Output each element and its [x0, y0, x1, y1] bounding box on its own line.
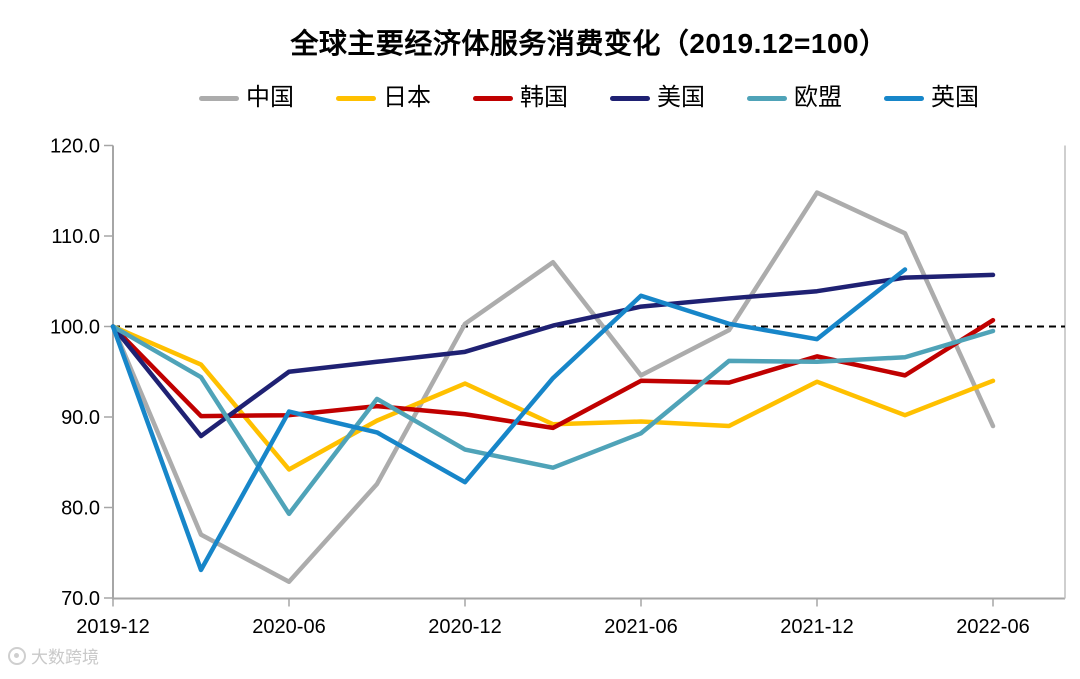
legend-swatch-eu [747, 95, 787, 101]
watermark-text: 大数跨境 [31, 648, 99, 667]
y-tick-label: 90.0 [61, 407, 100, 429]
legend-swatch-usa [610, 95, 650, 101]
watermark-logo-icon [8, 646, 26, 665]
series-line-uk [110, 267, 908, 573]
x-tick-label: 2021-12 [780, 616, 853, 638]
y-tick-label: 100.0 [50, 317, 100, 339]
legend-item-eu: 欧盟 [747, 86, 842, 110]
legend-item-china: 中国 [199, 86, 294, 110]
legend-item-usa: 美国 [610, 86, 705, 110]
x-tick-label: 2020-06 [252, 616, 325, 638]
y-tick-label: 80.0 [61, 498, 100, 520]
y-tick-label: 110.0 [51, 226, 100, 248]
y-tick-label: 70.0 [61, 588, 100, 610]
legend-label-china: 中国 [246, 84, 294, 111]
series-line-china [110, 190, 996, 584]
legend-swatch-uk [884, 95, 924, 101]
legend-item-uk: 英国 [884, 86, 979, 110]
legend-item-korea: 韩国 [473, 86, 568, 110]
legend-swatch-japan [336, 95, 376, 101]
series-line-japan [110, 324, 996, 472]
x-tick-label: 2021-06 [604, 616, 677, 638]
y-tick-label: 120.0 [50, 136, 100, 158]
watermark: 大数跨境 [8, 643, 99, 668]
x-tick-label: 2020-12 [428, 616, 501, 638]
legend-item-japan: 日本 [336, 86, 431, 110]
x-tick-label: 2022-06 [956, 616, 1029, 638]
chart-legend: 中国 日本 韩国 美国 欧盟 英国 [113, 86, 1065, 110]
legend-label-usa: 美国 [657, 84, 705, 111]
legend-label-eu: 欧盟 [794, 84, 842, 111]
series-line-usa [110, 272, 996, 439]
legend-swatch-korea [473, 95, 513, 101]
x-tick-label: 2019-12 [76, 616, 149, 638]
chart-title: 全球主要经济体服务消费变化（2019.12=100） [290, 28, 888, 59]
legend-swatch-china [199, 95, 239, 101]
legend-label-uk: 英国 [931, 84, 979, 111]
series-line-korea [110, 317, 996, 431]
legend-label-korea: 韩国 [520, 84, 568, 111]
legend-label-japan: 日本 [383, 84, 431, 111]
